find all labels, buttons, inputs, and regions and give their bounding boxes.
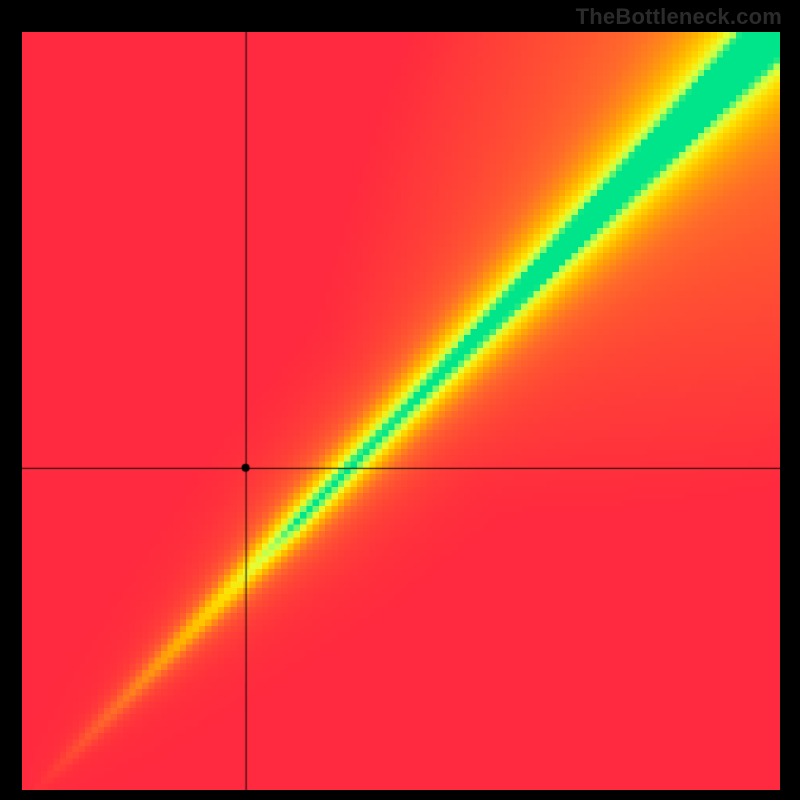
crosshair-overlay xyxy=(22,32,780,790)
watermark-text: TheBottleneck.com xyxy=(576,4,782,30)
heatmap-plot xyxy=(22,32,780,790)
chart-container: TheBottleneck.com xyxy=(0,0,800,800)
